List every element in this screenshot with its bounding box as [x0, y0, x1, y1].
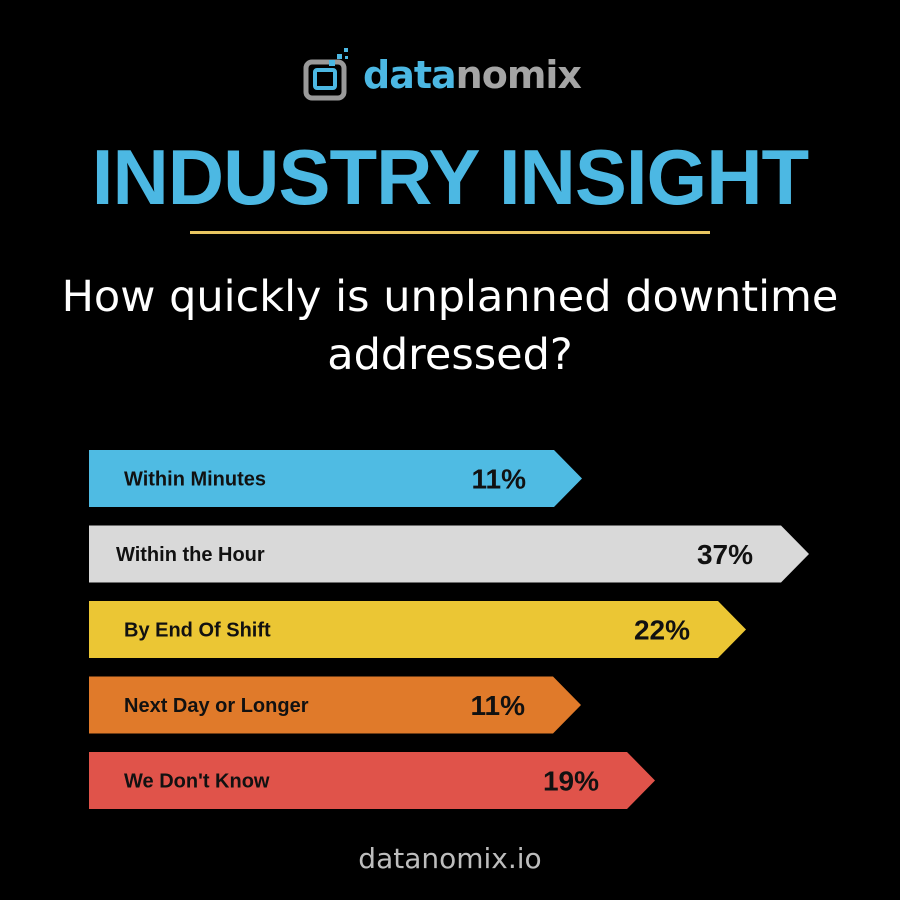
bar [89, 676, 581, 734]
bar-category-label: Next Day or Longer [124, 695, 309, 717]
title-divider [190, 231, 710, 234]
bar-category-label: We Don't Know [124, 771, 270, 793]
bar-value-label: 11% [472, 464, 527, 495]
logo-wordmark: datanomix [363, 53, 582, 97]
bar [89, 525, 809, 583]
bar [89, 601, 746, 658]
bar-value-label: 19% [543, 766, 599, 797]
datanomix-logo-icon [303, 48, 348, 101]
bar-value-label: 22% [634, 615, 690, 646]
bar [89, 752, 655, 809]
page-title: INDUSTRY INSIGHT [91, 133, 809, 221]
bar [89, 450, 582, 507]
logo: datanomix [303, 48, 582, 102]
logo-text-data: data [363, 53, 457, 97]
bar-category-label: Within Minutes [124, 469, 266, 491]
bar-value-label: 37% [697, 539, 753, 570]
bar-value-label: 11% [471, 690, 526, 721]
chart-question: How quickly is unplanned downtime addres… [61, 272, 839, 380]
bar-category-label: Within the Hour [116, 544, 265, 566]
footer-url: datanomix.io [358, 842, 542, 875]
logo-text-nomix: nomix [455, 53, 582, 97]
bar-category-label: By End Of Shift [124, 620, 271, 642]
